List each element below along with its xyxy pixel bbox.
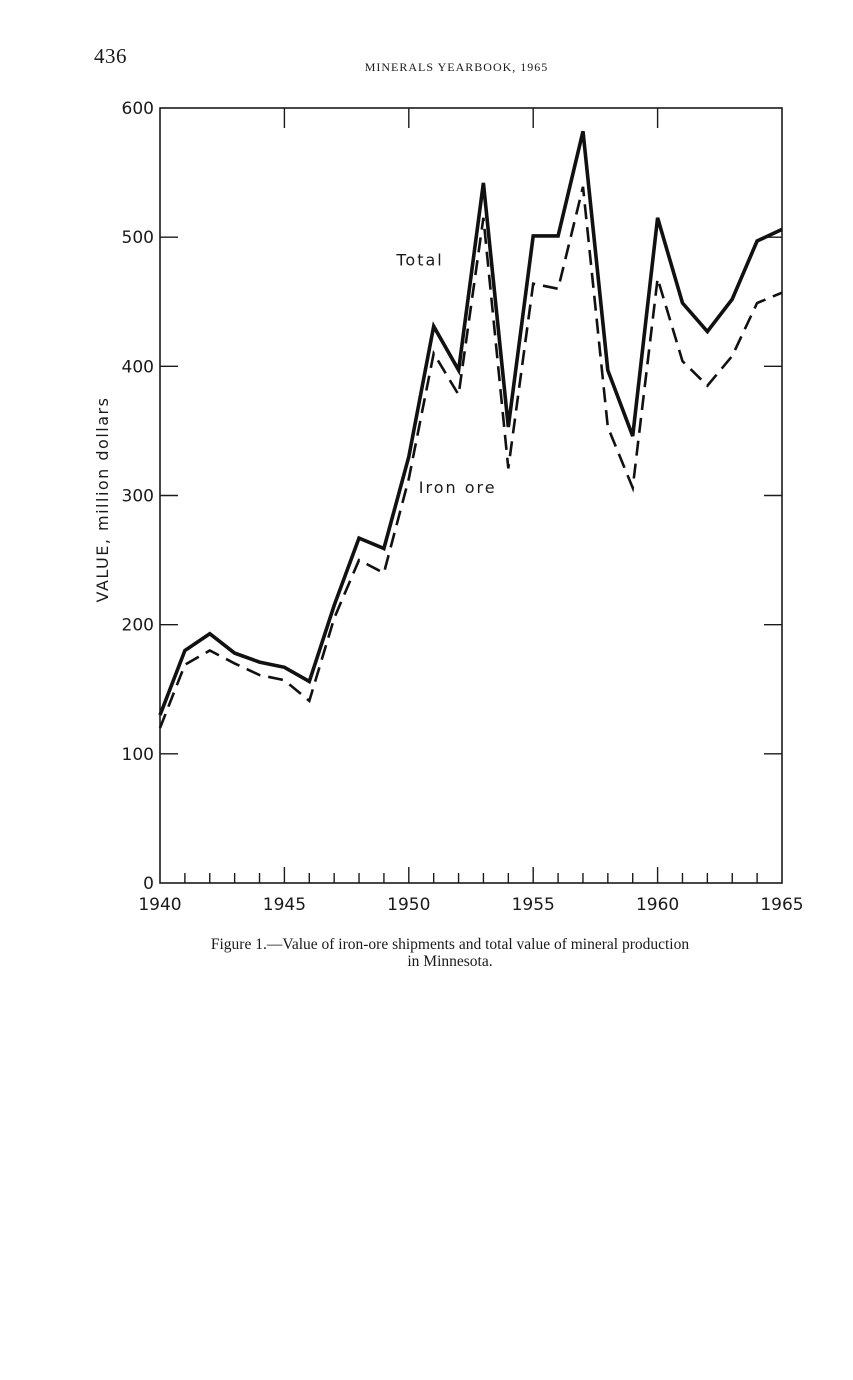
x-tick-label: 1945 xyxy=(263,895,306,915)
x-tick-label: 1965 xyxy=(760,895,803,915)
page-number: 436 xyxy=(94,44,127,68)
series-line-total xyxy=(158,130,783,716)
series-label-iron-ore: Iron ore xyxy=(419,478,497,497)
x-tick-label: 1940 xyxy=(138,895,181,915)
x-tick-label: 1960 xyxy=(636,895,679,915)
x-tick-label: 1955 xyxy=(512,895,555,915)
series-line-iron-ore xyxy=(158,186,783,729)
figure-caption: Figure 1.—Value of iron-ore shipments an… xyxy=(130,936,770,970)
caption-line-1: Figure 1.—Value of iron-ore shipments an… xyxy=(210,936,690,953)
x-tick-label: 1950 xyxy=(387,895,430,915)
y-tick-label: 100 xyxy=(122,745,154,765)
y-tick-label: 300 xyxy=(122,487,154,507)
caption-line-2: in Minnesota. xyxy=(407,953,493,970)
y-tick-label: 200 xyxy=(122,616,154,636)
y-tick-label: 600 xyxy=(122,99,154,119)
running-head: MINERALS YEARBOOK, 1965 xyxy=(364,60,549,74)
y-axis-title: VALUE, million dollars xyxy=(93,397,112,603)
y-tick-label: 500 xyxy=(122,228,154,248)
y-tick-label: 0 xyxy=(143,874,154,894)
series-label-total: Total xyxy=(395,251,443,270)
y-tick-label: 400 xyxy=(122,357,154,377)
